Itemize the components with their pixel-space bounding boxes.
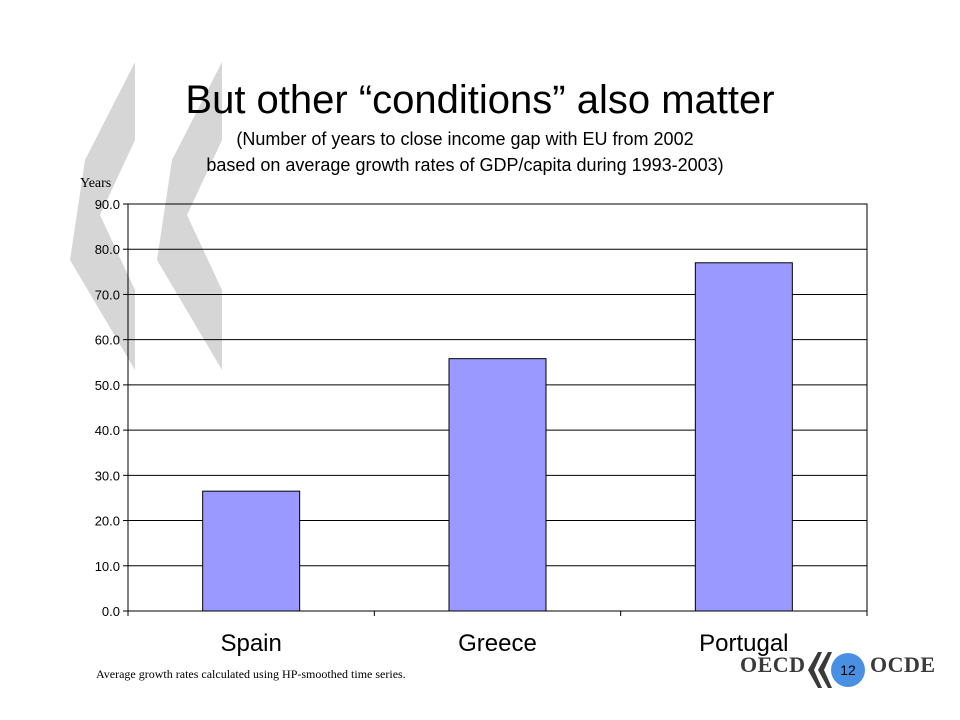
double-chevron-left-icon (808, 652, 832, 688)
footnote: Average growth rates calculated using HP… (96, 667, 406, 681)
y-tick-label: 50.0 (95, 378, 120, 393)
bar (694, 262, 793, 612)
oecd-logo-text: OECD (740, 652, 806, 677)
subtitle-line-1: (Number of years to close income gap wit… (236, 129, 694, 149)
subtitle-line-2: based on average growth rates of GDP/cap… (206, 155, 724, 175)
y-tick-label: 40.0 (95, 423, 120, 438)
y-tick-label: 60.0 (95, 333, 120, 348)
y-tick-label: 10.0 (95, 559, 120, 574)
x-category-label: Greece (458, 630, 537, 657)
slide-title: But other “conditions” also matter (185, 78, 775, 122)
x-category-label: Spain (220, 630, 281, 657)
bar (448, 358, 547, 612)
y-tick-label: 80.0 (95, 242, 120, 257)
y-axis-label: Years (80, 176, 111, 191)
ocde-logo-text: OCDE (870, 652, 936, 677)
bar (202, 490, 301, 612)
slide-subtitle: (Number of years to close income gap wit… (0, 126, 930, 178)
y-tick-label: 20.0 (95, 514, 120, 529)
y-tick-label: 0.0 (102, 604, 120, 619)
y-tick-label: 30.0 (95, 468, 120, 483)
page-number-badge: 12 (831, 653, 865, 687)
x-category-label: Portugal (699, 630, 788, 657)
y-tick-label: 70.0 (95, 287, 120, 302)
y-tick-label: 90.0 (95, 197, 120, 212)
